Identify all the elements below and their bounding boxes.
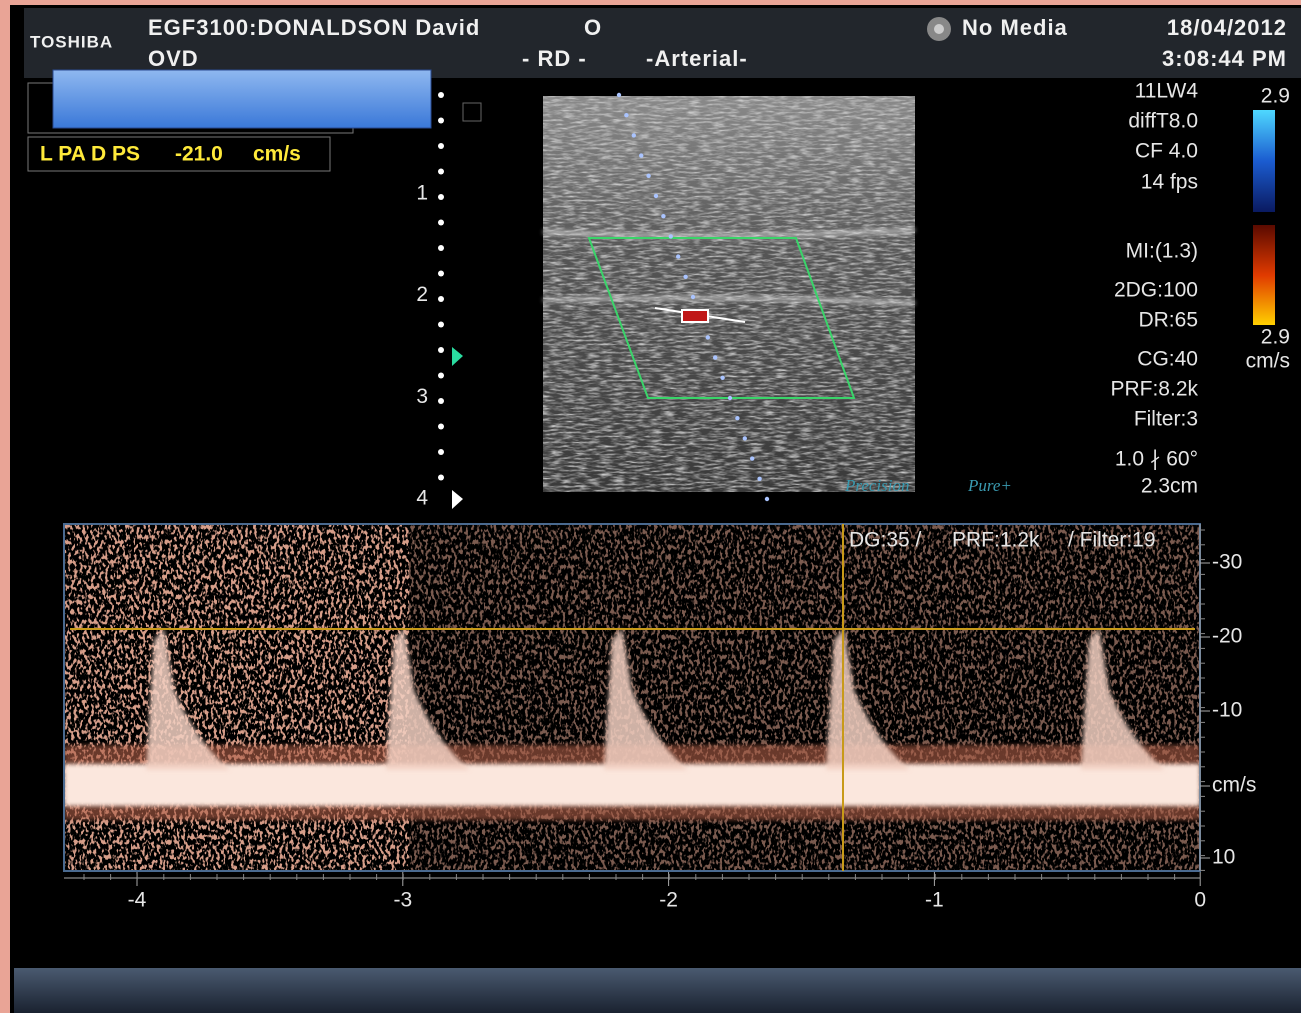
depth-dot [438,271,444,277]
brand: Pure+ [967,476,1012,495]
depth-label: 1 [416,182,428,205]
depth-dot [438,322,444,328]
time-tick-label: -3 [393,889,412,912]
bottom-bar [14,968,1301,1013]
parameter: 11LW4 [1135,80,1199,103]
velocity-tick-label: -30 [1212,551,1242,574]
depth-dot [438,118,444,124]
parameter: diffT8.0 [1128,110,1198,133]
depth-dot [438,220,444,226]
media: No Media [962,15,1068,40]
depth-label: 4 [416,487,428,510]
depth-dot [438,169,444,175]
measure-value: -21.0 [175,143,223,166]
depth-dot [438,373,444,379]
brand: Precision [844,476,910,495]
velocity-tick-label: cm/s [1212,774,1256,797]
parameter: CF 4.0 [1135,140,1198,163]
beam-dot [735,416,739,420]
parameter: 2DG:100 [1114,279,1198,302]
color-bar-bottom: 2.9 [1261,326,1290,349]
date: 18/04/2012 [1167,15,1287,40]
depth-dot [438,194,444,200]
depth-dot [438,449,444,455]
color-bar-unit: cm/s [1246,350,1290,373]
beam-dot [743,436,747,440]
velocity-tick-label: -20 [1212,625,1242,648]
beam-dot [639,153,643,157]
time: 3:08:44 PM [1162,46,1287,71]
beam-dot [765,497,769,501]
beam-dot [750,456,754,460]
depth-dot [438,475,444,481]
color-bar-top: 2.9 [1261,85,1290,108]
ultrasound-screen: TOSHIBA EGF3100:DONALDSON David O OVD - … [0,0,1301,1013]
depth-dot [438,398,444,404]
parameter: CG:40 [1137,348,1198,371]
beam-dot [661,214,665,218]
beam-dot [683,275,687,279]
doppler-setting: / Filter:19 [1068,529,1156,552]
beam-dot [624,113,628,117]
depth-label: 2 [416,283,428,306]
patient-flag: O [584,15,602,40]
color-bar [1253,110,1275,212]
color-bar [1253,225,1275,325]
parameter: 2.3cm [1141,475,1198,498]
media-icon [934,24,944,34]
beam-dot [757,477,761,481]
depth-label: 3 [416,385,428,408]
doppler-setting: DG:35 / [849,529,922,552]
beam-dot [669,234,673,238]
measure-unit: cm/s [253,143,301,166]
time-tick-label: 0 [1194,889,1206,912]
depth-dot [438,245,444,251]
beam-dot [676,254,680,258]
depth-dot [438,296,444,302]
parameter: 1.0 ∤ 60° [1115,448,1198,471]
bmode-texture [543,96,915,492]
sample-gate [682,310,708,322]
preset: OVD [148,46,199,71]
beam-dot [654,194,658,198]
logo: TOSHIBA [30,32,113,51]
time-tick-label: -2 [659,889,678,912]
parameter: DR:65 [1138,309,1198,332]
beam-dot [632,133,636,137]
beam-dot [706,335,710,339]
side: - RD - [522,46,587,71]
patient: EGF3100:DONALDSON David [148,15,480,40]
beam-dot [617,93,621,97]
redaction [53,70,431,128]
beam-dot [720,376,724,380]
parameter: MI:(1.3) [1126,240,1198,263]
parameter: 14 fps [1141,171,1198,194]
mode: -Arterial- [646,46,748,71]
time-tick-label: -4 [128,889,147,912]
beam-dot [728,396,732,400]
parameter: PRF:8.2k [1110,378,1198,401]
baseline-band [64,764,1200,806]
beam-dot [713,355,717,359]
time-tick-label: -1 [925,889,944,912]
velocity-tick-label: -10 [1212,699,1242,722]
depth-dot [438,92,444,98]
parameter: Filter:3 [1134,408,1198,431]
beam-dot [691,295,695,299]
depth-dot [438,347,444,353]
beam-dot [646,174,650,178]
depth-dot [438,143,444,149]
measure-name: L PA D PS [40,143,140,166]
velocity-tick-label: 10 [1212,846,1235,869]
doppler-setting: PRF:1.2k [952,529,1040,552]
depth-dot [438,424,444,430]
